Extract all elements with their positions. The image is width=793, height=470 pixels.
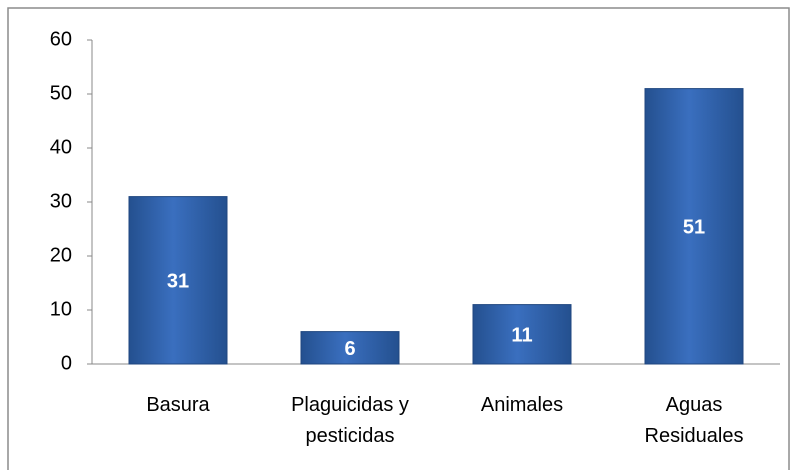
data-label: 6 xyxy=(344,338,355,360)
y-tick-label: 50 xyxy=(50,82,72,104)
bar xyxy=(300,331,400,365)
y-tick-label: 60 xyxy=(50,28,72,50)
y-tick-label: 10 xyxy=(50,298,72,320)
chart-frame xyxy=(7,7,790,470)
x-tick-label: Basura xyxy=(146,394,210,416)
y-tick-label: 20 xyxy=(50,244,72,266)
x-tick-label: Plaguicidas y pesticidas xyxy=(291,394,409,447)
y-tick-label: 0 xyxy=(61,352,72,374)
data-label: 31 xyxy=(167,271,189,293)
bar xyxy=(128,196,228,365)
y-tick-label: 30 xyxy=(50,190,72,212)
x-tick-label: Aguas Residuales xyxy=(644,394,744,447)
bar xyxy=(472,304,572,365)
bar xyxy=(644,88,744,365)
x-tick-label: Animales xyxy=(480,394,564,416)
data-label: 11 xyxy=(511,325,532,347)
data-label: 51 xyxy=(683,217,705,239)
y-tick-label: 40 xyxy=(50,136,72,158)
